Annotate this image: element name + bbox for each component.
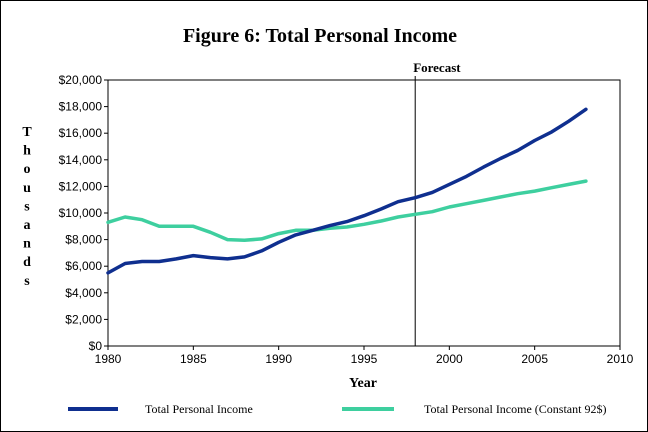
series-line-1 bbox=[106, 107, 588, 275]
y-tick-label: $4,000 bbox=[65, 286, 102, 300]
x-tick-label: 2005 bbox=[521, 352, 548, 366]
forecast-label: Forecast bbox=[413, 60, 461, 75]
y-axis-label-letter: n bbox=[23, 237, 31, 252]
series-lines bbox=[106, 107, 588, 275]
y-axis-label-letter: a bbox=[24, 218, 31, 233]
forecast-marker: Forecast bbox=[413, 60, 461, 346]
y-tick-label: $20,000 bbox=[59, 73, 103, 87]
y-axis-label-letter: u bbox=[23, 181, 31, 196]
y-tick-label: $18,000 bbox=[59, 100, 103, 114]
y-axis-label-letter: d bbox=[23, 255, 31, 270]
x-tick-label: 1985 bbox=[180, 352, 207, 366]
chart-title: Figure 6: Total Personal Income bbox=[183, 25, 457, 47]
y-axis-label-letter: h bbox=[23, 144, 31, 159]
x-tick-label: 2000 bbox=[436, 352, 463, 366]
y-axis-label-letter: T bbox=[22, 125, 32, 140]
legend-label-2: Total Personal Income (Constant 92$) bbox=[424, 402, 606, 416]
y-tick-label: $14,000 bbox=[59, 153, 103, 167]
legend-label-1: Total Personal Income bbox=[145, 402, 253, 416]
y-tick-label: $0 bbox=[89, 339, 103, 353]
legend: Total Personal Income Total Personal Inco… bbox=[68, 402, 606, 416]
y-tick-label: $16,000 bbox=[59, 126, 103, 140]
x-axis-ticks: 1980 1985 1990 1995 2000 2005 2010 bbox=[95, 346, 634, 366]
y-tick-label: $6,000 bbox=[65, 259, 102, 273]
x-tick-label: 1980 bbox=[95, 352, 122, 366]
plot-area bbox=[107, 79, 621, 347]
y-axis-label-letter: o bbox=[24, 162, 31, 177]
y-tick-label: $10,000 bbox=[59, 206, 103, 220]
y-tick-label: $2,000 bbox=[65, 312, 102, 326]
y-tick-label: $8,000 bbox=[65, 233, 102, 247]
x-tick-label: 2010 bbox=[607, 352, 634, 366]
y-axis-ticks: $0 $2,000 $4,000 $6,000 $8,000 $10,000 $12,000… bbox=[59, 73, 108, 353]
y-axis-label-letter: s bbox=[24, 199, 30, 214]
y-tick-label: $12,000 bbox=[59, 179, 103, 193]
y-axis-label-letter: s bbox=[24, 274, 30, 289]
x-tick-label: 1990 bbox=[265, 352, 292, 366]
series-line-2 bbox=[106, 179, 588, 243]
x-tick-label: 1995 bbox=[351, 352, 378, 366]
x-axis-label: Year bbox=[349, 376, 377, 391]
